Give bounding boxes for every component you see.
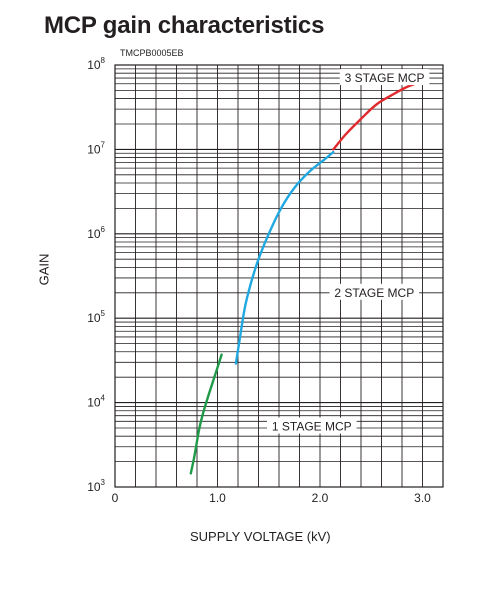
series-group — [189, 77, 429, 475]
y-tick-label: 106 — [87, 225, 105, 241]
series-label-bg — [329, 283, 420, 300]
x-tick-label: 1.0 — [209, 491, 226, 505]
y-tick-label: 103 — [87, 478, 105, 494]
series-label-2: 2 STAGE MCP — [334, 286, 414, 300]
y-tick-label: 104 — [87, 394, 105, 410]
series-label-1: 1 STAGE MCP — [272, 420, 352, 434]
x-tick-label: 3.0 — [414, 491, 431, 505]
y-tick-label: 107 — [87, 140, 105, 156]
y-axis-label: GAIN — [36, 253, 52, 286]
plot-frame — [114, 64, 444, 488]
series-labels: 1 STAGE MCP 2 STAGE MCP 3 STAGE MCP — [267, 69, 430, 434]
series-label-bg — [267, 417, 357, 434]
series-line-1 — [189, 353, 223, 475]
series-line-2 — [234, 150, 335, 365]
series-line-3 — [332, 77, 429, 151]
tick-labels: 0 1.0 2.0 3.0 103 104 105 106 107 108 — [87, 56, 431, 505]
series-label-bg — [339, 69, 430, 86]
chart-title: MCP gain characteristics — [44, 12, 325, 39]
x-tick-label: 0 — [112, 491, 119, 505]
y-tick-label: 108 — [87, 56, 105, 72]
x-axis-label: SUPPLY VOLTAGE (kV) — [190, 529, 331, 544]
chart-code: TMCPB0005EB — [120, 48, 184, 58]
series-label-3: 3 STAGE MCP — [345, 71, 425, 85]
y-tick-label: 105 — [87, 309, 105, 325]
x-tick-label: 2.0 — [312, 491, 329, 505]
